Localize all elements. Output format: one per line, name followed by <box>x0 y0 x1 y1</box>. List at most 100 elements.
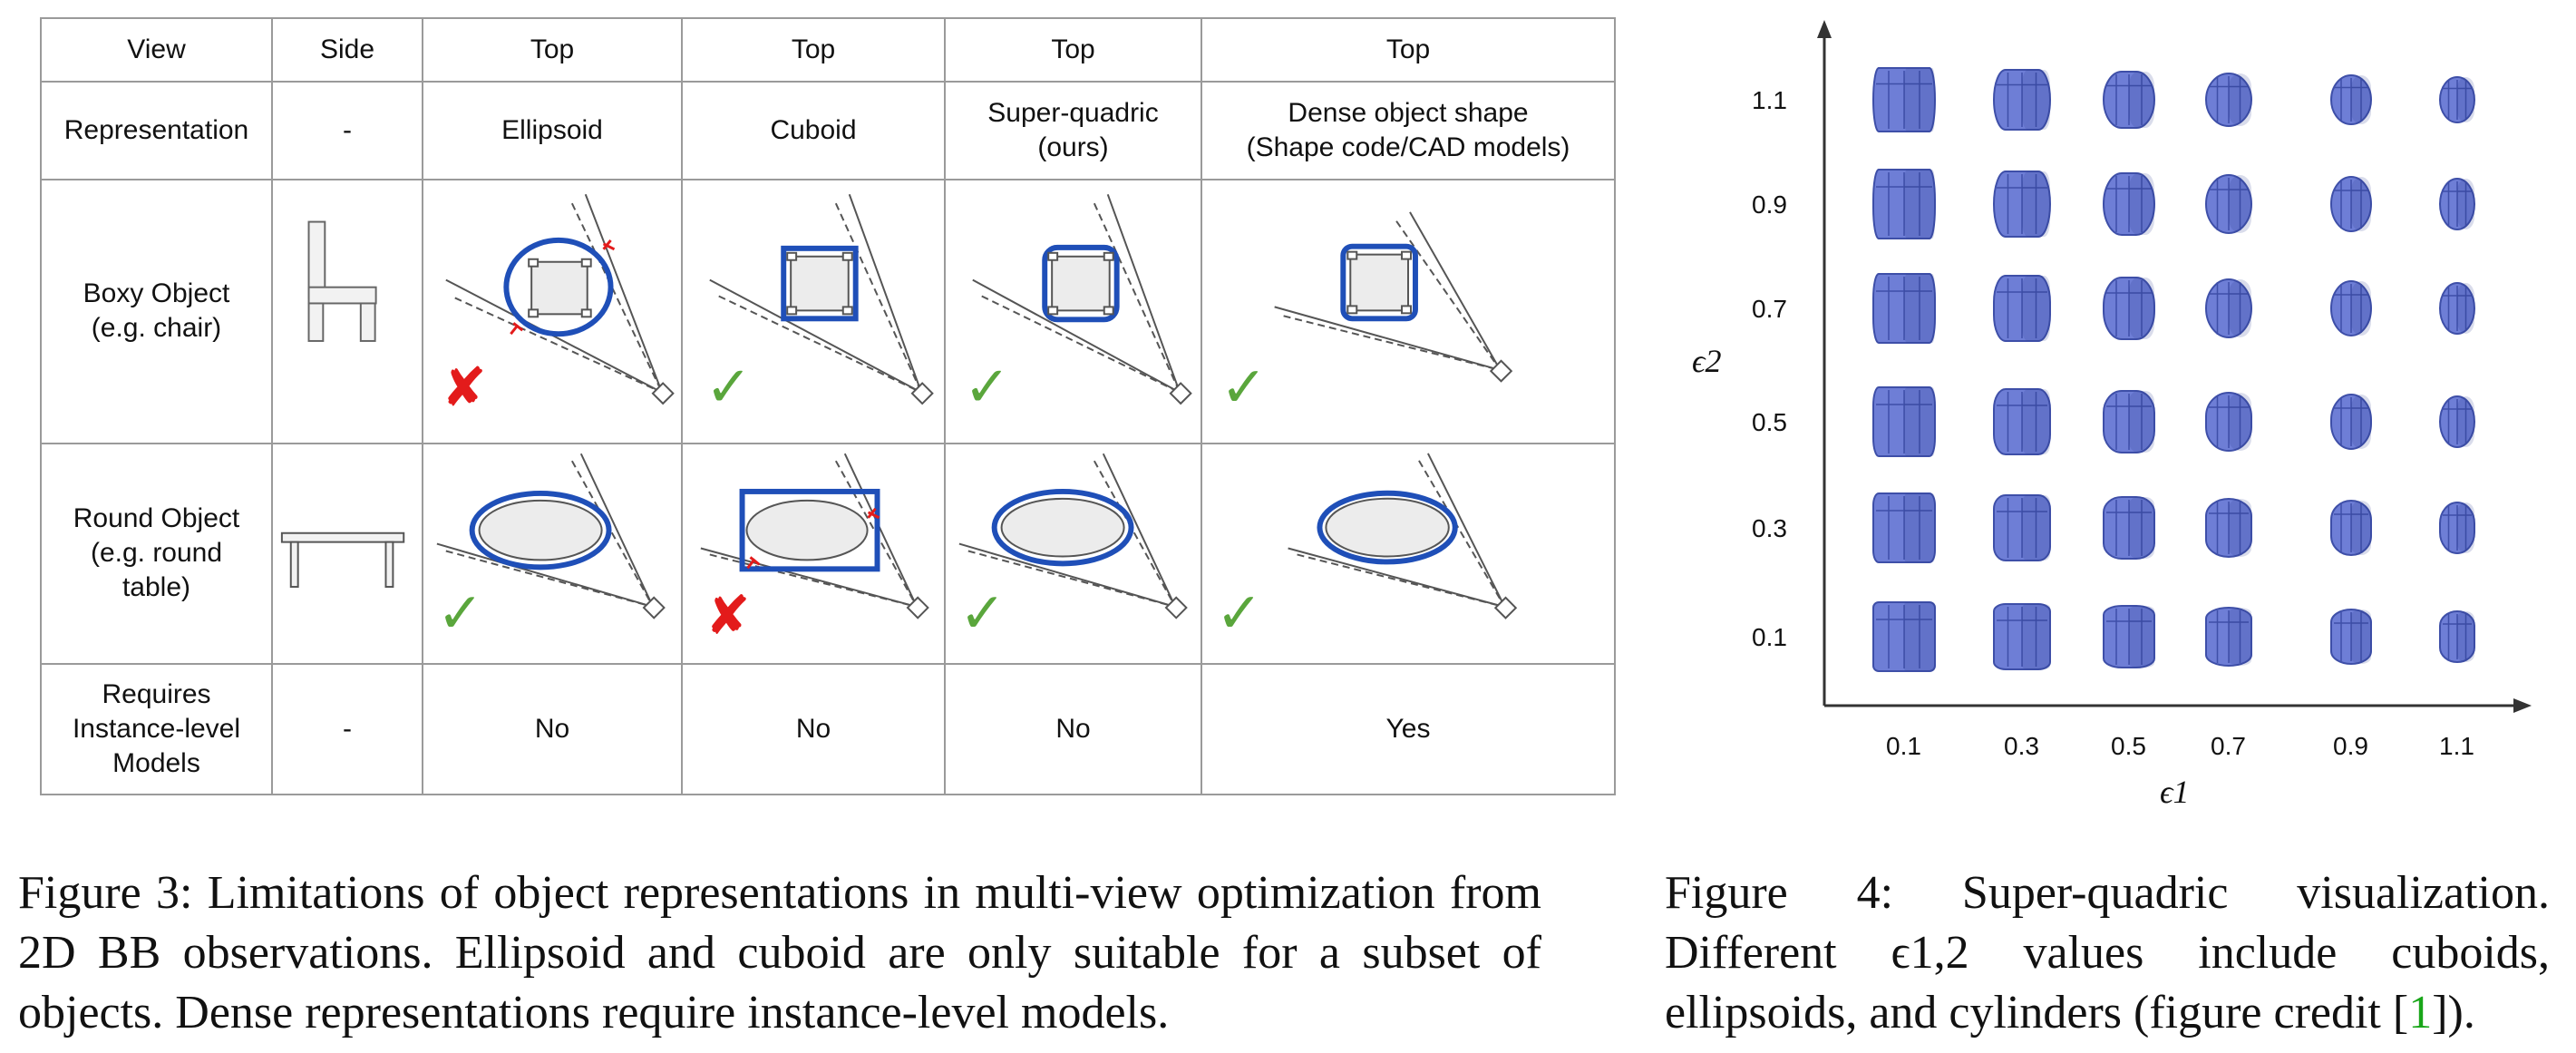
superquadric-shape <box>2439 178 2475 230</box>
superquadric-shape <box>2205 607 2252 667</box>
figure4-caption-tail: ]). <box>2432 987 2475 1038</box>
superquadric-shape <box>2439 282 2475 335</box>
superquadric-shape <box>1993 494 2051 561</box>
table-cell: Yes <box>1201 662 1616 795</box>
camera-icon <box>1164 596 1188 619</box>
x-tick-label: 0.5 <box>2111 732 2146 760</box>
check-mark: ✓ <box>705 355 753 420</box>
chair-icon <box>307 220 377 342</box>
chair-topview <box>1349 253 1409 312</box>
chair-topview <box>790 255 850 312</box>
superquadric-shape <box>2205 174 2252 234</box>
table-cell: Cuboid <box>681 81 946 180</box>
y-tick-label: 0.9 <box>1752 190 1787 219</box>
table-cell: Top <box>422 17 683 83</box>
camera-view-lines <box>436 453 655 608</box>
superquadric-shape <box>2439 76 2475 123</box>
dense-shape-fit <box>1317 490 1458 565</box>
superquadric-shape <box>2330 280 2372 336</box>
row-header: Round Object (e.g. round table) <box>40 442 273 665</box>
chair-topview <box>530 260 588 316</box>
table-cell: No <box>681 662 946 795</box>
check-mark: ✓ <box>964 355 1011 420</box>
superquadric-shape <box>2330 609 2372 665</box>
citation-link[interactable]: 1 <box>2408 987 2433 1038</box>
error-marker <box>746 555 761 570</box>
table-cell: No <box>422 662 683 795</box>
table-cell: - <box>271 662 423 795</box>
round-ellipsoid-diagram: ✓ <box>422 442 683 665</box>
y-tick-label: 0.1 <box>1752 623 1787 651</box>
camera-icon <box>1493 596 1518 619</box>
comparison-table: View Side Top Top Top Top Representation… <box>40 17 1616 795</box>
superquadric-shape <box>2330 176 2372 232</box>
table-cell: No <box>944 662 1202 795</box>
x-tick-labels: 0.1 0.3 0.5 0.7 0.9 1.1 <box>1886 732 2474 760</box>
table-cell: Ellipsoid <box>422 81 683 180</box>
table-row: Boxy Object (e.g. chair) <box>40 179 1616 444</box>
camera-view-lines <box>958 453 1177 608</box>
table-row: Requires Instance-level Models - No No N… <box>40 662 1616 795</box>
ellipsoid-fit <box>503 237 614 337</box>
dense-shape-fit <box>1340 243 1418 322</box>
superquadric-shape <box>2439 502 2475 554</box>
row-header: View <box>40 17 273 83</box>
superquadric-shape <box>2205 278 2252 338</box>
superquadric-shape <box>1993 171 2051 238</box>
row-header: Representation <box>40 81 273 180</box>
boxy-dense-diagram: ✓ <box>1201 179 1616 444</box>
superquadric-shape <box>1872 492 1936 563</box>
superquadric-shape <box>2103 172 2155 236</box>
camera-icon <box>1169 382 1192 405</box>
y-tick-label: 0.7 <box>1752 295 1787 323</box>
y-axis-label: ϵ2 <box>1692 343 1722 379</box>
y-tick-label: 1.1 <box>1752 86 1787 114</box>
table-cell: Dense object shape (Shape code/CAD model… <box>1201 81 1616 180</box>
superquadric-shape <box>1993 603 2051 670</box>
x-tick-label: 0.3 <box>2004 732 2039 760</box>
boxy-ellipsoid-diagram: ✘ <box>422 179 683 444</box>
table-row: Representation - Ellipsoid Cuboid Super-… <box>40 81 1616 180</box>
round-cuboid-diagram: ✘ <box>681 442 946 665</box>
chair-topview <box>1051 255 1111 312</box>
check-mark: ✓ <box>1220 355 1268 420</box>
superquadric-shape <box>1872 273 1936 344</box>
superquadric-shape <box>2330 500 2372 556</box>
row-header: Boxy Object (e.g. chair) <box>40 179 273 444</box>
table-cell: - <box>271 81 423 180</box>
x-tick-label: 1.1 <box>2439 732 2474 760</box>
camera-icon <box>651 382 675 405</box>
figure4-caption-text: Figure 4: Super-quadric visualization. D… <box>1665 867 2550 1038</box>
round-table-topview <box>1000 497 1125 558</box>
superquadric-shape <box>1872 169 1936 239</box>
table-row: View Side Top Top Top Top <box>40 17 1616 83</box>
error-marker <box>867 507 880 519</box>
superquadric-shape <box>2330 394 2372 450</box>
superquadric-fit <box>1042 244 1120 323</box>
y-axis-arrow <box>1817 20 1832 38</box>
superquadric-shape <box>2205 498 2252 558</box>
camera-view-lines <box>1274 211 1502 372</box>
table-cell: Top <box>944 17 1202 83</box>
table-icon <box>280 531 405 588</box>
check-mark: ✓ <box>959 580 1006 646</box>
round-table-topview <box>745 499 869 561</box>
table-row: Round Object (e.g. round table) ✓ <box>40 442 1616 665</box>
round-dense-diagram: ✓ <box>1201 442 1616 665</box>
table-cell: Super-quadric (ours) <box>944 81 1202 180</box>
round-superquadric-diagram: ✓ <box>944 442 1202 665</box>
superquadric-shape <box>1872 386 1936 457</box>
check-mark: ✓ <box>437 580 484 646</box>
x-tick-label: 0.7 <box>2211 732 2246 760</box>
y-tick-label: 0.3 <box>1752 514 1787 542</box>
superquadric-fit <box>991 488 1134 567</box>
x-tick-label: 0.9 <box>2333 732 2368 760</box>
round-table-topview <box>1325 497 1450 558</box>
superquadric-shape <box>2205 392 2252 452</box>
superquadric-shape <box>1872 601 1936 672</box>
superquadric-shape <box>2205 73 2252 127</box>
y-tick-labels: 1.1 0.9 0.7 0.5 0.3 0.1 <box>1752 86 1787 651</box>
superquadric-shape <box>2439 610 2475 663</box>
check-mark: ✓ <box>1216 580 1263 646</box>
cross-mark: ✘ <box>442 357 487 420</box>
